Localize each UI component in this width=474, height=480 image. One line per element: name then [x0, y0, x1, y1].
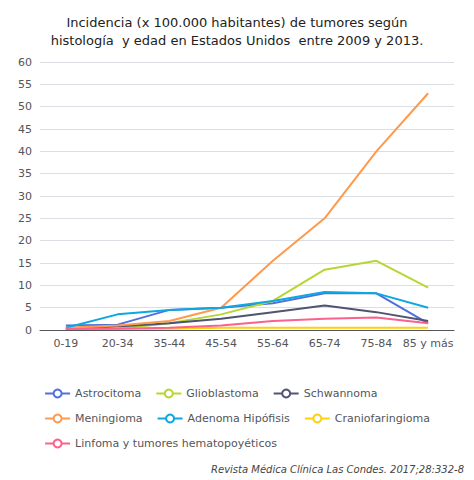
svg-text:30: 30: [18, 190, 32, 203]
svg-text:5: 5: [25, 301, 32, 314]
svg-text:55-64: 55-64: [257, 337, 289, 350]
svg-text:Adenoma Hipófisis: Adenoma Hipófisis: [188, 412, 290, 425]
svg-text:25: 25: [18, 212, 32, 225]
svg-text:65-74: 65-74: [309, 337, 341, 350]
svg-text:Linfoma y tumores hematopoyéti: Linfoma y tumores hematopoyéticos: [75, 437, 277, 450]
svg-text:85 y más: 85 y más: [403, 337, 454, 350]
svg-text:15: 15: [18, 257, 32, 270]
svg-text:Incidencia (x 100.000 habitant: Incidencia (x 100.000 habitantes) de tum…: [66, 15, 407, 30]
svg-text:histología y edad en Estados: histología y edad en Estados Unidos entr…: [51, 33, 424, 48]
svg-text:Craniofaringioma: Craniofaringioma: [335, 412, 430, 425]
svg-text:40: 40: [18, 145, 32, 158]
svg-text:Astrocitoma: Astrocitoma: [75, 387, 141, 400]
svg-text:45-54: 45-54: [205, 337, 237, 350]
svg-text:60: 60: [18, 56, 32, 69]
svg-text:20-34: 20-34: [102, 337, 134, 350]
svg-text:Meningioma: Meningioma: [75, 412, 142, 425]
svg-text:35: 35: [18, 167, 32, 180]
svg-text:0: 0: [25, 324, 32, 337]
svg-text:20: 20: [18, 234, 32, 247]
svg-text:35-44: 35-44: [153, 337, 185, 350]
svg-text:0-19: 0-19: [53, 337, 78, 350]
svg-text:Revista Médica Clínica Las Con: Revista Médica Clínica Las Condes. 2017;…: [211, 464, 464, 475]
svg-text:Schwannoma: Schwannoma: [304, 387, 378, 400]
svg-text:10: 10: [18, 279, 32, 292]
svg-text:75-84: 75-84: [360, 337, 392, 350]
svg-text:55: 55: [18, 78, 32, 91]
svg-text:45: 45: [18, 123, 32, 136]
svg-text:50: 50: [18, 100, 32, 113]
svg-text:Glioblastoma: Glioblastoma: [186, 387, 258, 400]
